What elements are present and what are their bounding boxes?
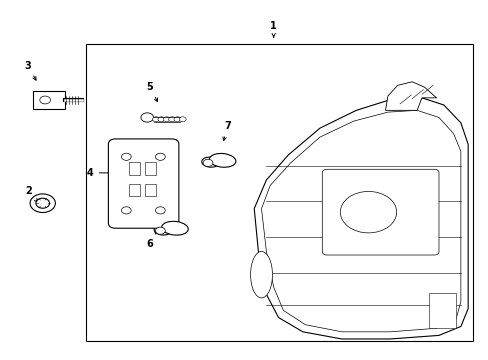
Ellipse shape [250, 251, 272, 298]
Bar [428, 293, 455, 328]
Text: 1: 1 [270, 21, 277, 37]
Circle shape [121, 207, 131, 214]
Circle shape [40, 96, 50, 104]
Circle shape [152, 117, 159, 122]
Text: 5: 5 [146, 82, 157, 102]
Circle shape [155, 227, 165, 234]
Ellipse shape [162, 221, 188, 235]
Circle shape [158, 117, 164, 122]
Polygon shape [385, 82, 436, 111]
Circle shape [121, 153, 131, 160]
Text: 6: 6 [146, 230, 157, 249]
Circle shape [340, 192, 396, 233]
Circle shape [36, 198, 49, 208]
Bar [86, 44, 472, 341]
Circle shape [30, 194, 55, 212]
Circle shape [179, 117, 186, 122]
Circle shape [168, 117, 175, 122]
Ellipse shape [202, 157, 219, 167]
Text: 3: 3 [25, 61, 36, 80]
Bar [129, 162, 140, 175]
Text: 4: 4 [87, 168, 112, 178]
Bar [33, 91, 64, 109]
Circle shape [155, 207, 165, 214]
Bar [144, 162, 155, 175]
Text: 7: 7 [223, 121, 230, 140]
FancyBboxPatch shape [108, 139, 179, 228]
Circle shape [174, 117, 181, 122]
Circle shape [203, 159, 212, 166]
Ellipse shape [209, 153, 235, 167]
Circle shape [155, 153, 165, 160]
Text: 2: 2 [25, 186, 38, 202]
Ellipse shape [154, 225, 171, 235]
FancyBboxPatch shape [322, 169, 438, 255]
Polygon shape [254, 98, 467, 339]
Circle shape [141, 113, 153, 122]
Bar [144, 184, 155, 196]
Circle shape [163, 117, 170, 122]
Bar [129, 184, 140, 196]
